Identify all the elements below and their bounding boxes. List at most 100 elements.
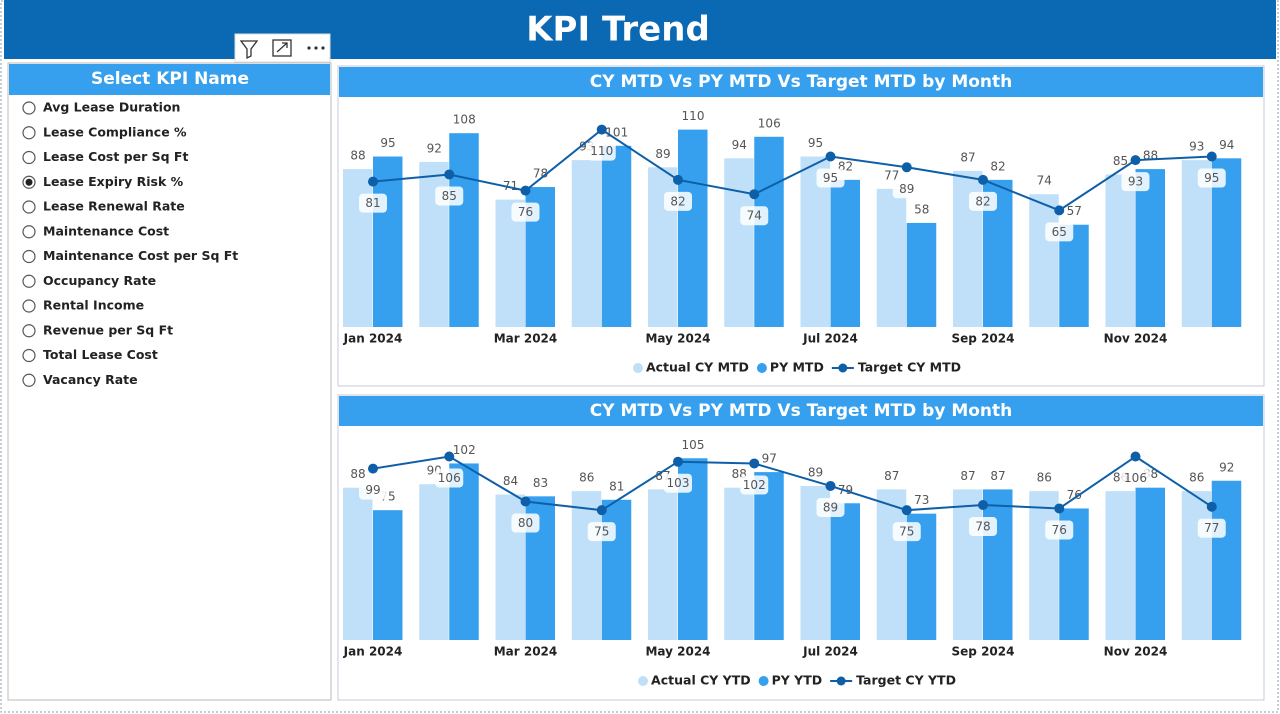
bar: [601, 499, 632, 640]
data-label: 86: [579, 471, 594, 485]
data-label: 110: [682, 109, 705, 123]
slicer-option[interactable]: Maintenance Cost per Sq Ft: [22, 248, 238, 264]
data-label: 77: [884, 168, 899, 182]
data-label: 89: [808, 465, 823, 479]
radio-button: [22, 324, 36, 338]
bar: [876, 188, 907, 327]
data-label: 94: [732, 138, 747, 152]
legend-swatch: [836, 676, 846, 686]
slicer-option[interactable]: Revenue per Sq Ft: [22, 322, 173, 338]
target-point: [368, 176, 378, 187]
bar: [343, 169, 373, 327]
x-tick-label: Jan 2024: [343, 332, 403, 346]
slicer-option-label: Rental Income: [43, 298, 144, 313]
bar: [571, 491, 602, 640]
legend-swatch: [758, 676, 769, 686]
data-label: 106: [1124, 471, 1147, 485]
slicer-option[interactable]: Occupancy Rate: [22, 273, 156, 288]
target-line: [372, 128, 1212, 212]
data-label-box: [1197, 518, 1226, 538]
bar: [1181, 491, 1212, 640]
focus-icon[interactable]: [272, 39, 292, 57]
data-label-box: [511, 202, 540, 222]
target-point: [825, 480, 836, 491]
radio-button: [22, 299, 36, 313]
x-tick-label: Nov 2024: [1104, 332, 1168, 346]
data-label: 74: [747, 209, 762, 223]
data-label: 93: [1189, 140, 1204, 154]
slicer-option-label: Total Lease Cost: [43, 347, 158, 362]
data-label-box: [664, 191, 692, 211]
slicer-option[interactable]: Maintenance Cost: [22, 223, 169, 239]
data-label: 87: [990, 469, 1005, 483]
slicer-option-label: Maintenance Cost per Sq Ft: [43, 248, 238, 263]
target-point: [901, 505, 912, 516]
data-label: 106: [758, 116, 781, 130]
data-label-box: [816, 497, 845, 517]
data-label: 101: [605, 125, 628, 139]
target-point: [368, 463, 378, 474]
slicer-option[interactable]: Lease Compliance %: [22, 124, 187, 140]
data-label: 82: [990, 159, 1005, 173]
slicer-panel: [7, 62, 332, 701]
bar: [724, 487, 754, 640]
x-tick-label: Mar 2024: [494, 645, 558, 659]
data-label: 87: [960, 469, 975, 483]
slicer-option[interactable]: Total Lease Cost: [22, 347, 158, 363]
data-label: 102: [743, 478, 766, 492]
data-label: 65: [1052, 225, 1067, 239]
bar: [648, 167, 678, 327]
slicer-option[interactable]: Lease Renewal Rate: [22, 199, 185, 214]
slicer-option-label: Maintenance Cost: [43, 223, 169, 238]
slicer-option[interactable]: Lease Cost per Sq Ft: [22, 149, 188, 165]
target-point: [978, 174, 988, 185]
data-label: 84: [503, 474, 518, 488]
data-label: 89: [899, 182, 914, 196]
target-point: [1130, 155, 1141, 166]
slicer-option[interactable]: Lease Expiry Risk %: [22, 174, 184, 189]
bar: [1105, 491, 1135, 640]
chart-title-bar: [339, 67, 1263, 97]
more-icon[interactable]: [307, 46, 325, 50]
data-label-box: [359, 480, 387, 500]
target-point: [1206, 151, 1217, 162]
bar: [1135, 487, 1165, 640]
target-point: [673, 456, 683, 467]
legend-item: Actual CY YTD: [638, 673, 751, 688]
chart-title-bar: [339, 396, 1263, 426]
slicer-option[interactable]: Vacancy Rate: [22, 372, 138, 387]
radio-button: [22, 200, 36, 214]
data-label: 85: [442, 189, 457, 203]
legend-label: PY YTD: [772, 673, 823, 688]
slicer-option[interactable]: Rental Income: [22, 298, 144, 313]
bar: [830, 503, 860, 640]
radio-button: [22, 150, 36, 165]
slicer-option-label: Lease Expiry Risk %: [43, 174, 184, 189]
target-point: [978, 499, 988, 510]
data-label: 73: [914, 493, 929, 507]
data-label: 74: [1037, 174, 1052, 188]
slicer-option[interactable]: Avg Lease Duration: [22, 100, 180, 115]
data-label-box: [587, 522, 616, 542]
radio-button: [22, 225, 36, 239]
slicer-option-label: Avg Lease Duration: [43, 100, 180, 115]
data-label-box: [435, 186, 464, 206]
bar: [571, 160, 602, 327]
chart-title: CY MTD Vs PY MTD Vs Target MTD by Month: [590, 72, 1013, 92]
data-label: 95: [380, 136, 395, 150]
legend-swatch: [632, 363, 643, 373]
data-label: 85: [1113, 154, 1128, 168]
page-title: KPI Trend: [526, 10, 710, 50]
data-label: 80: [518, 516, 533, 530]
legend-label: PY MTD: [770, 360, 824, 375]
data-label: 89: [823, 500, 838, 514]
legend-item: Target CY MTD: [831, 360, 961, 375]
chart-title: CY MTD Vs PY MTD Vs Target MTD by Month: [590, 401, 1013, 421]
bar: [1105, 174, 1135, 327]
legend-label: Target CY MTD: [858, 360, 961, 375]
target-point: [1206, 501, 1217, 512]
data-label: 92: [427, 141, 442, 155]
filter-icon[interactable]: [239, 40, 259, 60]
legend-item: Target CY YTD: [830, 673, 956, 688]
